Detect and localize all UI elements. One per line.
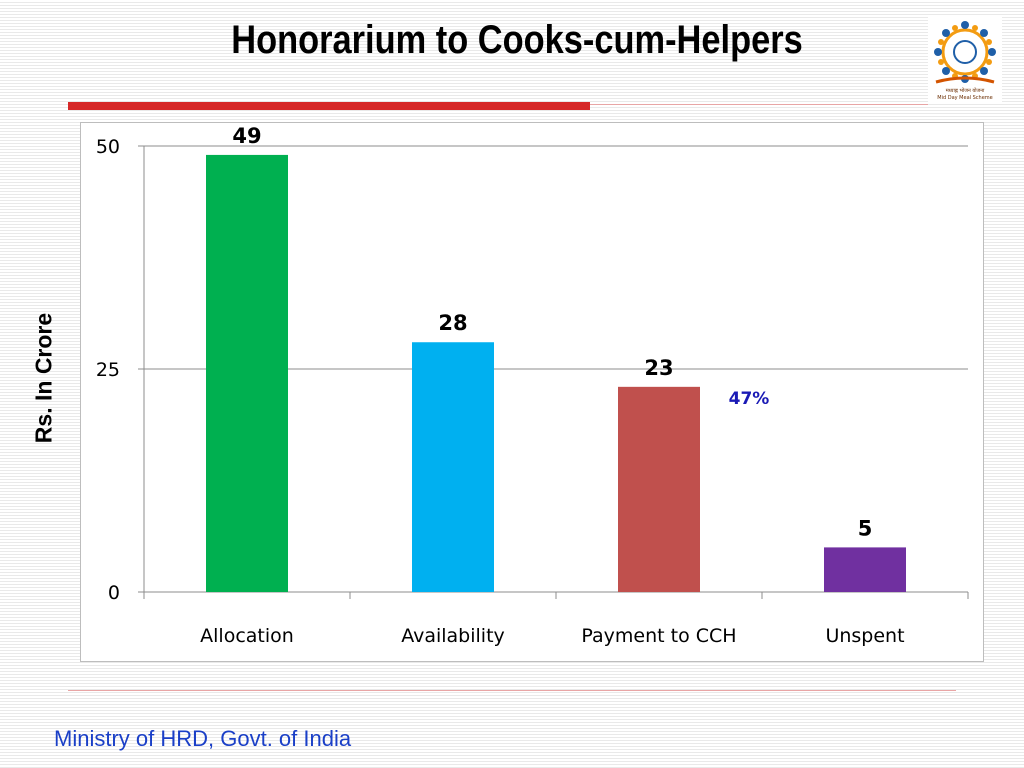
chart-bars [206, 154, 906, 593]
bar-availability [412, 342, 494, 592]
x-tick-label-availability: Availability [401, 625, 505, 647]
mid-day-meal-logo: मध्याह्न भोजन योजना Mid Day Meal Scheme [928, 16, 1002, 102]
x-tick-label-allocation: Allocation [200, 625, 294, 647]
data-label-allocation: 49 [232, 124, 261, 148]
y-tick-label-50: 50 [96, 136, 120, 158]
logo-text-english: Mid Day Meal Scheme [937, 95, 992, 101]
bar-unspent [824, 547, 906, 592]
logo-text-hindi: मध्याह्न भोजन योजना [946, 87, 985, 94]
y-tick-label-25: 25 [96, 359, 120, 381]
mid-day-meal-logo-graphic: मध्याह्न भोजन योजना Mid Day Meal Scheme [934, 21, 996, 101]
title-underline-thin [590, 104, 928, 105]
data-label-unspent: 5 [858, 516, 873, 540]
footer-divider [68, 690, 956, 691]
x-tick-label-payment-to-cch: Payment to CCH [581, 625, 736, 647]
y-axis-label: Rs. In Crore [30, 312, 57, 444]
data-label-availability: 28 [438, 311, 467, 335]
data-label-payment-to-cch: 23 [644, 356, 673, 380]
annotation-0: 47% [729, 389, 770, 409]
bar-payment-to-cch [618, 386, 700, 592]
chart-labels: 0 25 50 49 Allocation 28 Availability 23 Payment… [96, 124, 905, 647]
slide-title: Honorarium to Cooks-cum-Helpers [231, 18, 803, 62]
title-underline-bar [68, 102, 590, 110]
bar-allocation [206, 154, 288, 593]
footer-text: Ministry of HRD, Govt. of India [54, 726, 352, 751]
x-tick-label-unspent: Unspent [825, 625, 904, 647]
y-tick-label-0: 0 [108, 582, 120, 604]
